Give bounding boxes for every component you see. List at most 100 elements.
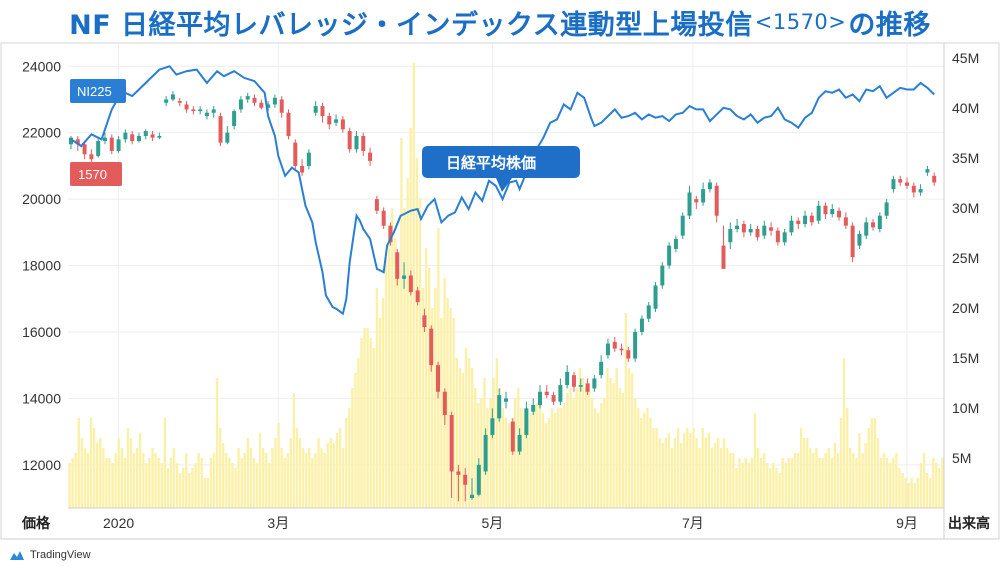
- volume-bar: [77, 418, 80, 508]
- volume-bar: [369, 338, 372, 508]
- volume-bar: [557, 408, 560, 508]
- volume-bar: [341, 448, 345, 508]
- volume-bar: [824, 453, 827, 508]
- volume-bar: [904, 478, 907, 508]
- volume-bar: [215, 378, 219, 508]
- candle: [680, 212, 685, 239]
- candle-body: [306, 152, 311, 166]
- volume-bar: [683, 433, 686, 508]
- candle: [755, 225, 760, 241]
- candle: [272, 94, 277, 108]
- candle: [605, 338, 610, 359]
- volume-tick-label: 40M: [952, 100, 979, 116]
- volume-bar: [234, 468, 237, 508]
- volume-bar: [166, 468, 170, 508]
- price-tick-label: 14000: [22, 390, 61, 406]
- volume-tick-label: 5M: [952, 450, 971, 466]
- volume-bar: [421, 288, 425, 508]
- volume-bar: [532, 408, 535, 508]
- volume-bar: [520, 408, 523, 508]
- candle-body: [109, 137, 114, 151]
- price-axis: 12000 14000 16000 18000 20000 22000 24000: [22, 58, 61, 473]
- volume-bar: [612, 383, 615, 508]
- volume-bar: [225, 453, 228, 508]
- candle: [463, 468, 468, 502]
- volume-bar: [882, 453, 886, 508]
- volume-bar: [839, 418, 843, 508]
- volume-bar: [747, 463, 750, 508]
- candle-body: [741, 224, 746, 233]
- volume-tick-label: 15M: [952, 350, 979, 366]
- candle-body: [340, 119, 345, 130]
- candle-body: [510, 421, 515, 452]
- candle-body: [871, 222, 876, 228]
- volume-bar: [366, 328, 369, 508]
- volume-bar: [729, 453, 732, 508]
- volume-bar: [929, 478, 932, 508]
- volume-tick-label: 30M: [952, 200, 979, 216]
- candle-body: [123, 132, 128, 140]
- volume-bar: [775, 468, 778, 508]
- volume-bar: [821, 458, 824, 508]
- volume-bar: [643, 413, 646, 508]
- candle-body: [544, 391, 549, 396]
- candle-body: [551, 395, 556, 402]
- volume-bar: [597, 413, 600, 508]
- price-tick-label: 20000: [22, 191, 61, 207]
- candle-body: [313, 106, 318, 113]
- volume-bar: [301, 448, 305, 508]
- volume-bar: [255, 463, 259, 508]
- candle: [830, 204, 835, 218]
- volume-bar: [935, 463, 938, 508]
- volume-bar: [298, 438, 302, 508]
- volume-bar: [381, 298, 385, 508]
- volume-bar: [704, 438, 707, 508]
- volume-bar: [569, 388, 572, 508]
- candle: [320, 102, 325, 123]
- volume-bar: [885, 458, 889, 508]
- candle-body: [218, 116, 223, 143]
- candle-body: [639, 318, 644, 332]
- volume-bar: [529, 413, 532, 508]
- candle-body: [687, 192, 692, 216]
- volume-bar: [627, 368, 631, 508]
- candle-body: [483, 434, 488, 472]
- volume-bar: [332, 443, 336, 508]
- candle: [69, 136, 73, 150]
- volume-bar: [415, 158, 419, 508]
- volume-bar: [169, 458, 173, 508]
- candle: [769, 222, 774, 236]
- volume-bar: [812, 453, 815, 508]
- volume-bar: [271, 448, 274, 508]
- candle: [877, 212, 882, 233]
- volume-bar: [375, 288, 379, 508]
- tradingview-logo[interactable]: TradingView: [6, 549, 91, 561]
- candle: [436, 361, 441, 399]
- candle: [905, 177, 910, 190]
- candle: [714, 182, 719, 223]
- volume-bar: [855, 458, 858, 508]
- volume-bar: [692, 428, 695, 508]
- volume-bar: [455, 358, 458, 508]
- volume-bar: [427, 268, 431, 508]
- volume-bar: [498, 388, 502, 508]
- etf-candles: [69, 91, 937, 502]
- volume-bar: [326, 443, 329, 508]
- candle-body: [531, 405, 536, 412]
- volume-bar: [458, 368, 462, 508]
- candle: [204, 109, 209, 120]
- candle: [741, 220, 746, 238]
- volume-bar: [80, 438, 83, 508]
- volume-bar: [689, 433, 692, 508]
- volume-bar: [550, 408, 554, 508]
- volume-bar: [320, 448, 323, 508]
- candle-body: [334, 119, 339, 123]
- time-tick-label: 5月: [482, 515, 504, 531]
- candle: [816, 200, 821, 225]
- candle-body: [633, 331, 638, 359]
- candle: [864, 217, 869, 239]
- candle-body: [775, 230, 780, 243]
- candle-body: [395, 252, 400, 279]
- volume-bar: [489, 398, 492, 508]
